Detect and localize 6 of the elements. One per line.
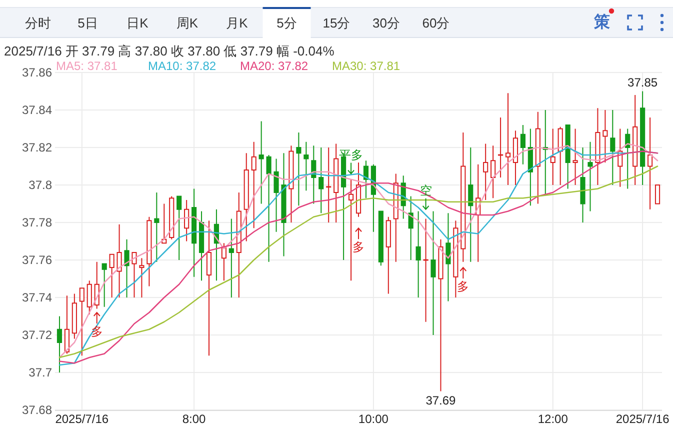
annotation: 多 [457,280,470,294]
title: 2025/7/16 开 37.79 高 37.80 收 37.80 低 37.79 幅 -0.04% [4,44,334,58]
annotation: 37.85 [628,75,658,90]
annotation: 37.69 [426,393,456,408]
annotation: 多 [352,240,364,254]
annotation: 空 [420,183,432,198]
